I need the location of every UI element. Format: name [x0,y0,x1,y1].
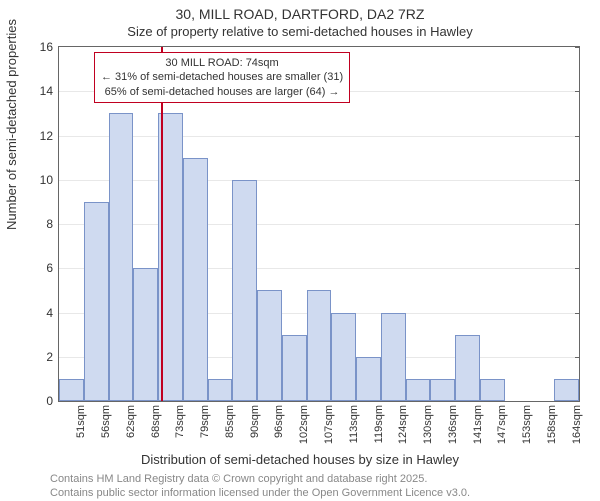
histogram-bar [331,313,356,402]
x-tick-label: 107sqm [323,405,335,444]
y-tick-label: 4 [46,306,53,320]
y-tick-mark [575,91,580,92]
x-tick-label: 141sqm [472,405,484,444]
histogram-bar [480,379,505,401]
gridline-h [59,136,579,137]
x-tick-label: 73sqm [174,405,186,438]
x-tick-label: 68sqm [150,405,162,438]
histogram-bar [257,290,282,401]
chart-title-line1: 30, MILL ROAD, DARTFORD, DA2 7RZ [0,6,600,22]
histogram-bar [59,379,84,401]
y-tick-mark [575,47,580,48]
annotation-line: ← 31% of semi-detached houses are smalle… [101,70,343,84]
histogram-bar [84,202,109,401]
x-tick-label: 158sqm [546,405,558,444]
y-tick-mark [575,224,580,225]
histogram-bar [430,379,455,401]
chart-title-line2: Size of property relative to semi-detach… [0,24,600,39]
y-tick-mark [575,180,580,181]
y-tick-label: 0 [46,394,53,408]
histogram-bar [282,335,307,401]
x-tick-label: 102sqm [298,405,310,444]
x-tick-label: 119sqm [373,405,385,443]
gridline-h [59,180,579,181]
x-tick-label: 147sqm [496,405,508,444]
x-tick-label: 124sqm [397,405,409,444]
x-tick-label: 164sqm [571,405,583,444]
histogram-bar [109,113,134,401]
histogram-bar [133,268,158,401]
histogram-bar [554,379,579,401]
gridline-h [59,224,579,225]
x-tick-label: 113sqm [348,405,360,443]
y-tick-label: 6 [46,261,53,275]
x-tick-label: 85sqm [224,405,236,438]
chart-container: 30, MILL ROAD, DARTFORD, DA2 7RZ Size of… [0,0,600,500]
y-tick-label: 8 [46,217,53,231]
y-tick-label: 14 [40,84,53,98]
y-axis-label: Number of semi-detached properties [4,19,19,230]
y-tick-label: 12 [40,129,53,143]
histogram-bar [406,379,431,401]
y-tick-label: 2 [46,350,53,364]
x-tick-label: 51sqm [75,405,87,438]
histogram-bar [356,357,381,401]
annotation-line: 65% of semi-detached houses are larger (… [101,85,343,99]
annotation-line: 30 MILL ROAD: 74sqm [101,56,343,70]
x-tick-label: 56sqm [100,405,112,438]
histogram-bar [208,379,233,401]
y-tick-mark [575,136,580,137]
attribution-footer: Contains HM Land Registry data © Crown c… [50,472,470,501]
x-tick-label: 136sqm [447,405,459,444]
y-tick-label: 10 [40,173,53,187]
histogram-bar [307,290,332,401]
x-tick-label: 153sqm [521,405,533,444]
histogram-bar [455,335,480,401]
x-tick-label: 90sqm [249,405,261,438]
x-tick-label: 62sqm [125,405,137,438]
histogram-bar [232,180,257,401]
x-tick-label: 79sqm [199,405,211,438]
y-tick-mark [575,401,580,402]
y-tick-mark [575,357,580,358]
footer-line2: Contains public sector information licen… [50,486,470,500]
footer-line1: Contains HM Land Registry data © Crown c… [50,472,470,486]
x-tick-label: 96sqm [273,405,285,438]
histogram-bar [183,158,208,401]
x-tick-label: 130sqm [422,405,434,444]
annotation-box: 30 MILL ROAD: 74sqm← 31% of semi-detache… [94,52,350,103]
y-tick-mark [575,268,580,269]
y-tick-mark [575,313,580,314]
histogram-bar [381,313,406,402]
y-tick-label: 16 [40,40,53,54]
x-axis-label: Distribution of semi-detached houses by … [0,452,600,467]
